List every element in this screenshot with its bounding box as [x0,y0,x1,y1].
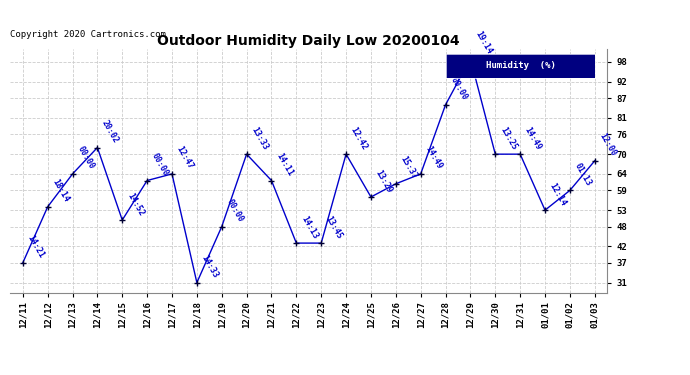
Text: 12:14: 12:14 [548,181,568,207]
Text: 20:02: 20:02 [100,118,121,145]
Text: 14:49: 14:49 [424,145,444,171]
Text: 14:11: 14:11 [274,152,295,178]
Text: 00:00: 00:00 [224,198,245,224]
Text: 18:14: 18:14 [50,178,71,204]
Text: 12:00: 12:00 [598,132,618,158]
Text: 15:37: 15:37 [399,155,419,181]
Text: 13:33: 13:33 [249,125,270,152]
Title: Outdoor Humidity Daily Low 20200104: Outdoor Humidity Daily Low 20200104 [157,34,460,48]
Text: 12:47: 12:47 [175,145,195,171]
Text: 14:49: 14:49 [523,125,543,152]
Text: 13:45: 13:45 [324,214,344,240]
Text: 19:14: 19:14 [473,30,493,56]
Text: 13:25: 13:25 [498,125,518,152]
Text: 01:13: 01:13 [573,162,593,188]
Text: 12:42: 12:42 [349,125,369,152]
Text: Copyright 2020 Cartronics.com: Copyright 2020 Cartronics.com [10,30,166,39]
Text: 00:00: 00:00 [150,152,170,178]
Text: 14:13: 14:13 [299,214,319,240]
Text: 00:00: 00:00 [448,76,469,102]
Text: 14:33: 14:33 [199,254,220,280]
Text: 13:29: 13:29 [374,168,394,194]
Text: 14:21: 14:21 [26,234,46,260]
Text: 14:52: 14:52 [125,191,146,217]
Text: 00:00: 00:00 [75,145,96,171]
